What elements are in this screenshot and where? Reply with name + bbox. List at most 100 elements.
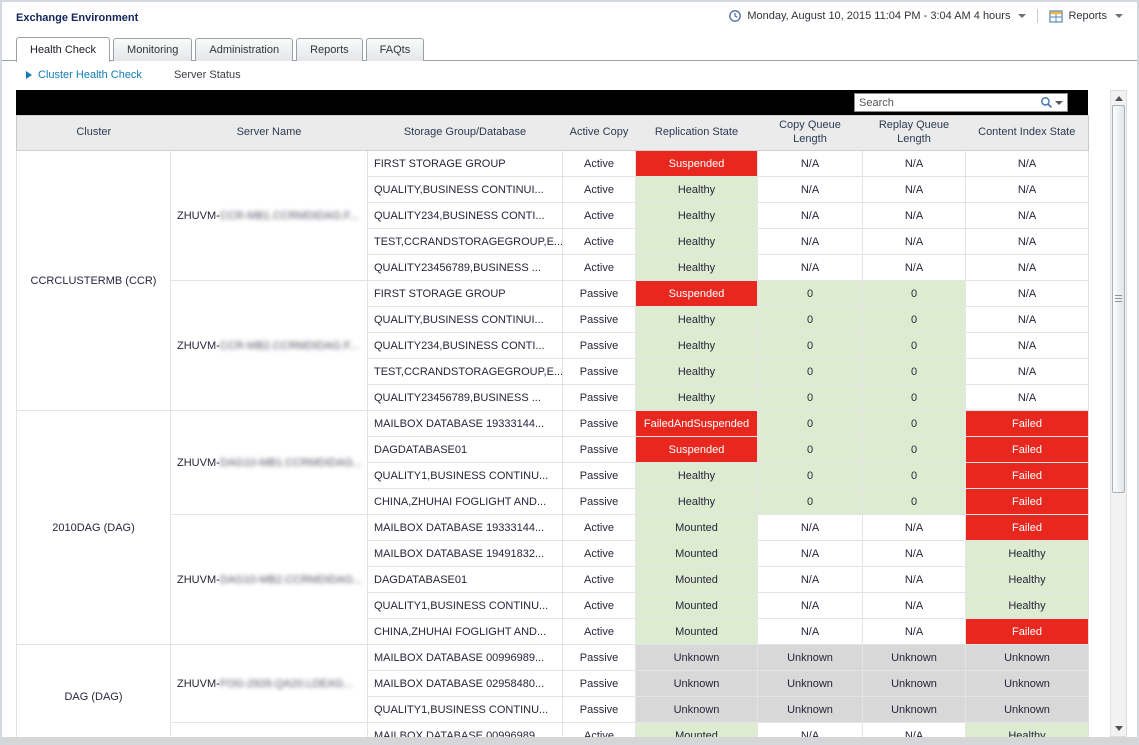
storage-group-cell: DAGDATABASE01	[367, 566, 563, 593]
storage-group-cell: MAILBOX DATABASE 02958480...	[367, 670, 563, 697]
replay-queue-cell: 0	[862, 488, 966, 515]
table-row: QUALITY,BUSINESS CONTINUI... Passive Healt…	[17, 306, 1089, 333]
table-row: ZHUVM-CCR-MB2.CCRMDIDAG.F... FIRST STORAG…	[17, 280, 1089, 411]
active-copy-cell: Passive	[562, 670, 636, 697]
table-row: DAG (DAG) ZHUVM-FOG-2926.QA20.LDEAG... MAI…	[16, 644, 1089, 743]
content-index-cell: N/A	[965, 306, 1089, 333]
storage-group-cell: QUALITY234,BUSINESS CONTI...	[367, 332, 563, 359]
copy-queue-cell: 0	[757, 410, 863, 437]
copy-queue-cell: N/A	[757, 514, 863, 541]
table-row: QUALITY23456789,BUSINESS ... Passive Healt…	[17, 384, 1089, 411]
storage-group-cell: CHINA,ZHUHAI FOGLIGHT AND...	[367, 618, 563, 645]
right-triangle-icon	[26, 71, 32, 79]
storage-group-cell: TEST,CCRANDSTORAGEGROUP,E...	[367, 228, 563, 255]
content-index-cell: Unknown	[965, 644, 1089, 671]
active-copy-cell: Active	[562, 566, 636, 593]
copy-queue-cell: N/A	[757, 566, 863, 593]
copy-queue-cell: 0	[757, 306, 863, 333]
chevron-down-icon	[1055, 100, 1063, 105]
active-copy-cell: Passive	[562, 384, 636, 411]
content-index-cell: N/A	[965, 280, 1089, 307]
table-row: QUALITY1,BUSINESS CONTINU... Passive Healt…	[17, 462, 1089, 489]
nav-item-cluster-health-check[interactable]: Cluster Health Check	[38, 69, 142, 81]
server-name-redacted: DAG10-MB1.CCRMDIDAG...	[219, 456, 363, 469]
server-name-prefix: ZHUVM-	[177, 339, 220, 352]
active-copy-cell: Active	[562, 228, 636, 255]
replay-queue-cell: 0	[862, 462, 966, 489]
replication-state-cell: Unknown	[635, 696, 758, 723]
tab-reports[interactable]: Reports	[296, 38, 363, 61]
replication-state-cell: Unknown	[635, 670, 758, 697]
replay-queue-cell: 0	[862, 358, 966, 385]
storage-group-cell: TEST,CCRANDSTORAGEGROUP,E...	[367, 358, 563, 385]
content-index-cell: N/A	[965, 150, 1089, 177]
storage-group-cell: QUALITY1,BUSINESS CONTINU...	[367, 592, 563, 619]
search-button[interactable]	[1038, 96, 1067, 109]
replay-queue-cell: Unknown	[862, 696, 966, 723]
active-copy-cell: Passive	[562, 696, 636, 723]
table-row: CCRCLUSTERMB (CCR) ZHUVM-CCR-MB1.CCRMDIDA…	[16, 150, 1089, 411]
cluster-cell: CCRCLUSTERMB (CCR)	[16, 150, 171, 411]
active-copy-cell: Passive	[562, 358, 636, 385]
vertical-scrollbar[interactable]	[1110, 90, 1127, 737]
scrollbar-up-icon[interactable]	[1115, 96, 1123, 101]
active-copy-cell: Active	[562, 540, 636, 567]
time-range-selector[interactable]: Monday, August 10, 2015 11:04 PM - 3:04 …	[728, 9, 1027, 23]
replay-queue-cell: Unknown	[862, 670, 966, 697]
reports-dropdown[interactable]: Reports	[1049, 9, 1123, 23]
content-index-cell: Failed	[965, 618, 1089, 645]
copy-queue-cell: 0	[757, 280, 863, 307]
tab-health-check[interactable]: Health Check	[16, 37, 111, 62]
tab-faqts[interactable]: FAQts	[365, 38, 425, 61]
server-name-cell: ZHUVM-DAG10-MB1.CCRMDIDAG...	[170, 410, 368, 515]
replay-queue-cell: N/A	[862, 254, 966, 281]
server-name-cell: ZHUVM-DAG10-MB2.CCRMDIDAG...	[170, 514, 368, 645]
scrollbar-down-icon[interactable]	[1115, 726, 1123, 731]
replay-queue-cell: Unknown	[862, 644, 966, 671]
replay-queue-cell: N/A	[862, 592, 966, 619]
column-header-active-copy: Active Copy	[562, 115, 636, 151]
scrollbar-thumb[interactable]	[1112, 105, 1125, 493]
copy-queue-cell: N/A	[757, 618, 863, 645]
copy-queue-cell: Unknown	[757, 670, 863, 697]
table-row: TEST,CCRANDSTORAGEGROUP,E... Passive Healt…	[17, 358, 1089, 385]
replication-state-cell: Mounted	[635, 540, 758, 567]
replication-state-cell: Healthy	[635, 202, 758, 229]
active-copy-cell: Passive	[562, 332, 636, 359]
nav-item-server-status[interactable]: Server Status	[173, 69, 241, 81]
copy-queue-cell: N/A	[757, 176, 863, 203]
copy-queue-cell: 0	[757, 488, 863, 515]
tab-monitoring[interactable]: Monitoring	[113, 38, 193, 61]
replay-queue-cell: 0	[862, 332, 966, 359]
table-row: 2010DAG (DAG) ZHUVM-DAG10-MB1.CCRMDIDAG..…	[16, 410, 1089, 645]
content-index-cell: N/A	[965, 332, 1089, 359]
server-name-redacted: CCR-MB2.CCRMDIDAG.F...	[219, 339, 359, 352]
content-index-cell: N/A	[965, 228, 1089, 255]
search-box	[854, 93, 1068, 112]
replication-state-cell: FailedAndSuspended	[635, 410, 758, 437]
replication-state-cell: Unknown	[635, 644, 758, 671]
storage-group-cell: MAILBOX DATABASE 19491832...	[367, 540, 563, 567]
storage-group-cell: QUALITY1,BUSINESS CONTINU...	[367, 696, 563, 723]
replay-queue-cell: N/A	[862, 176, 966, 203]
column-header-content-index-state: Content Index State	[965, 115, 1089, 151]
report-table-icon	[1049, 9, 1064, 23]
search-input[interactable]	[855, 96, 1038, 109]
active-copy-cell: Active	[562, 592, 636, 619]
replay-queue-cell: N/A	[862, 202, 966, 229]
table-row: QUALITY234,BUSINESS CONTI... Passive Healt…	[17, 332, 1089, 359]
storage-group-cell: QUALITY,BUSINESS CONTINUI...	[367, 306, 563, 333]
replication-state-cell: Suspended	[635, 150, 758, 177]
table-row: MAILBOX DATABASE 19491832... Active Mounte…	[17, 540, 1089, 567]
column-header-copy-queue-length: Copy Queue Length	[757, 115, 863, 151]
column-header-cluster: Cluster	[16, 115, 171, 151]
tab-administration[interactable]: Administration	[195, 38, 294, 61]
server-name-cell: ZHUVM-CCR-MB2.CCRMDIDAG.F...	[170, 280, 368, 411]
replication-state-cell: Mounted	[635, 514, 758, 541]
server-name-cell: ZHUVM-FOG-2926.QA20.LDEAG...	[170, 644, 368, 723]
storage-group-cell: CHINA,ZHUHAI FOGLIGHT AND...	[367, 488, 563, 515]
replay-queue-cell: 0	[862, 410, 966, 437]
column-header-server-name: Server Name	[170, 115, 368, 151]
active-copy-cell: Passive	[562, 280, 636, 307]
